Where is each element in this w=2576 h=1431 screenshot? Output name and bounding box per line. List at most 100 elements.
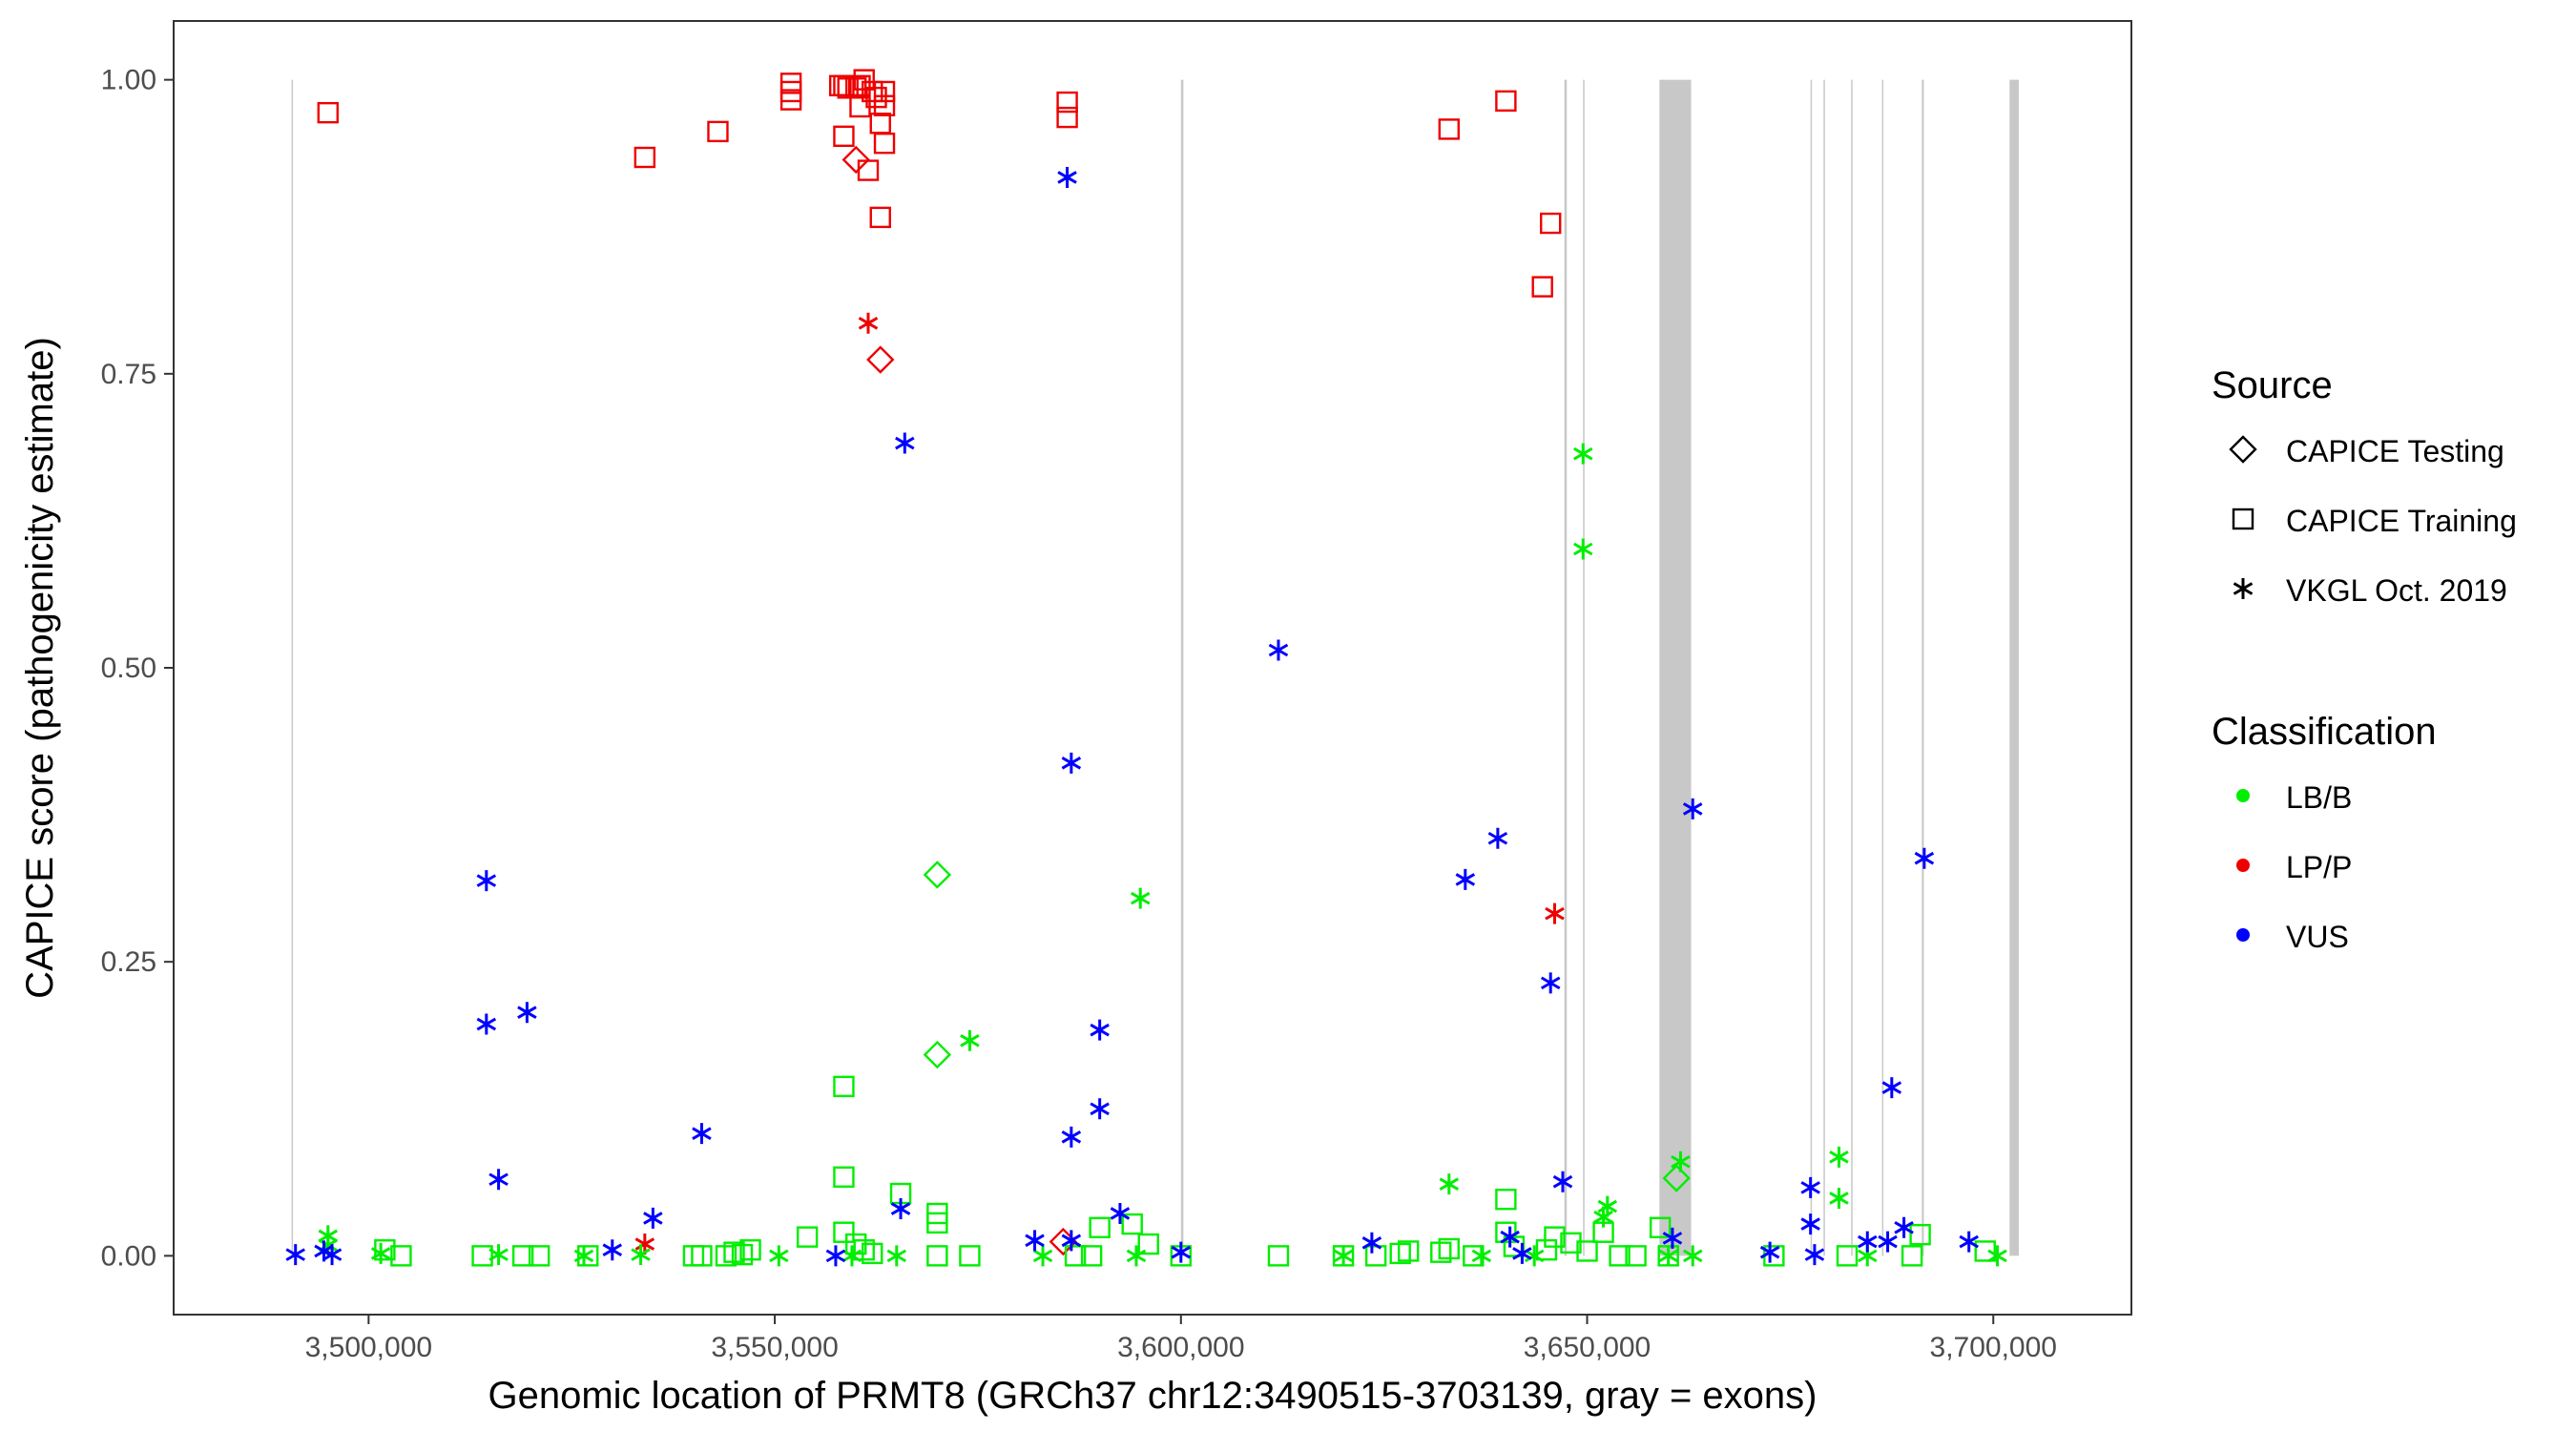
data-point-5-14 — [573, 1245, 594, 1267]
data-point-3-13 — [833, 1075, 855, 1098]
y-axis: 0.00 0.25 0.50 0.75 1.00 — [101, 65, 174, 1272]
data-point-2-27 — [1531, 276, 1553, 298]
data-point-3-8 — [715, 1245, 737, 1267]
data-point-3-7 — [691, 1245, 713, 1267]
data-point-6-9 — [1540, 972, 1561, 994]
y-tick-label-2: 0.50 — [101, 653, 156, 684]
data-point-2-15 — [865, 86, 887, 109]
data-point-3-35 — [1430, 1241, 1452, 1263]
data-point-6-19 — [1800, 1176, 1820, 1198]
x-axis: 3,500,000 3,550,000 3,600,000 3,650,000 3,70… — [305, 1315, 2057, 1363]
data-point-2-21 — [869, 206, 891, 229]
data-point-2-25 — [1495, 90, 1517, 113]
data-point-5-20 — [1126, 1245, 1147, 1267]
data-point-3-54 — [1974, 1240, 1996, 1262]
data-point-5-16 — [769, 1245, 789, 1267]
data-point-4-1 — [1545, 902, 1565, 924]
data-point-5-7 — [1593, 1206, 1613, 1228]
exon-band-4 — [1659, 79, 1692, 1256]
data-point-2-7 — [833, 74, 855, 97]
data-point-3-46 — [1609, 1245, 1631, 1267]
legend-classification-title: Classification — [2212, 711, 2437, 753]
data-point-2-12 — [862, 80, 883, 103]
data-point-5-2 — [1130, 887, 1151, 909]
data-point-6-24 — [1894, 1216, 1914, 1238]
data-point-6-3 — [1061, 752, 1082, 774]
exon-band-5 — [1810, 79, 1813, 1256]
data-point-5-15 — [631, 1244, 651, 1266]
data-point-2-26 — [1540, 212, 1562, 235]
data-point-3-43 — [1560, 1232, 1582, 1255]
data-point-5-8 — [1829, 1146, 1849, 1168]
data-point-6-11 — [476, 1013, 497, 1035]
data-point-5-24 — [1658, 1245, 1678, 1267]
legend-label-lpp: LP/P — [2286, 850, 2352, 884]
data-point-3-10 — [731, 1243, 754, 1266]
data-point-3-5 — [577, 1245, 599, 1267]
legend-label-vkgl: VKGL Oct. 2019 — [2286, 573, 2507, 608]
data-point-3-30 — [1267, 1245, 1290, 1267]
data-point-6-30 — [1361, 1232, 1382, 1254]
data-point-3-26 — [1089, 1216, 1111, 1238]
data-point-3-53 — [1909, 1223, 1931, 1246]
data-point-6-27 — [1878, 1231, 1898, 1253]
data-point-6-31 — [1858, 1231, 1878, 1253]
data-point-2-10 — [849, 74, 871, 97]
data-point-6-2 — [1268, 639, 1289, 661]
data-point-2-24 — [1438, 118, 1460, 140]
data-point-5-4 — [1671, 1151, 1691, 1172]
data-point-3-17 — [853, 1238, 875, 1261]
data-point-3-34 — [1398, 1240, 1420, 1262]
data-point-2-13 — [873, 80, 896, 103]
legend-label-capice-testing: CAPICE Testing — [2286, 434, 2504, 468]
data-point-6-21 — [890, 1198, 911, 1220]
legend: Source CAPICE Testing CAPICE Training VK… — [2212, 364, 2517, 954]
data-point-3-2 — [471, 1245, 493, 1267]
data-point-6-35 — [1759, 1241, 1780, 1263]
data-point-0-1 — [866, 345, 895, 374]
data-point-6-14 — [1090, 1098, 1110, 1120]
data-point-1-2 — [1662, 1164, 1691, 1192]
data-point-3-42 — [1544, 1226, 1566, 1248]
y-tick-label-4: 1.00 — [101, 65, 156, 96]
data-point-6-20 — [1110, 1202, 1131, 1224]
exon-band-3 — [1583, 79, 1585, 1256]
data-point-3-24 — [1064, 1245, 1087, 1267]
data-point-5-3 — [960, 1029, 980, 1051]
data-point-3-14 — [833, 1166, 855, 1188]
data-point-5-1 — [1573, 538, 1593, 560]
x-tick-label-4: 3,700,000 — [1930, 1332, 2057, 1363]
data-point-3-33 — [1389, 1242, 1411, 1265]
data-point-1-1 — [923, 1040, 952, 1069]
data-point-6-41 — [1804, 1244, 1825, 1266]
data-point-3-41 — [1535, 1238, 1558, 1261]
y-tick-label-3: 0.75 — [101, 359, 156, 390]
data-point-5-22 — [1471, 1245, 1492, 1267]
data-point-6-10 — [517, 1002, 537, 1024]
x-tick-label-3: 3,650,000 — [1524, 1332, 1651, 1363]
data-point-5-25 — [1682, 1245, 1703, 1267]
exon-bands — [291, 79, 2019, 1256]
data-point-2-5 — [779, 89, 802, 111]
data-point-3-15 — [833, 1221, 855, 1243]
data-point-3-23 — [959, 1245, 981, 1267]
data-point-5-21 — [1333, 1245, 1354, 1267]
data-point-6-40 — [1512, 1242, 1532, 1264]
legend-key-class-2 — [2236, 928, 2250, 942]
data-point-5-9 — [1829, 1187, 1849, 1209]
exon-band-8 — [1881, 79, 1884, 1256]
data-point-5-27 — [1987, 1245, 2007, 1267]
data-point-2-16 — [873, 94, 896, 116]
data-point-4-0 — [858, 312, 879, 334]
data-point-2-2 — [707, 120, 729, 143]
data-point-3-27 — [1121, 1213, 1143, 1235]
exon-band-1 — [1180, 79, 1184, 1256]
data-point-6-0 — [1057, 166, 1077, 188]
data-point-6-17 — [488, 1169, 509, 1191]
data-point-3-18 — [862, 1242, 883, 1265]
legend-source-title: Source — [2212, 364, 2333, 406]
legend-key-asterisk — [2233, 578, 2254, 599]
exon-band-0 — [291, 79, 294, 1256]
data-point-0-0 — [841, 145, 870, 175]
